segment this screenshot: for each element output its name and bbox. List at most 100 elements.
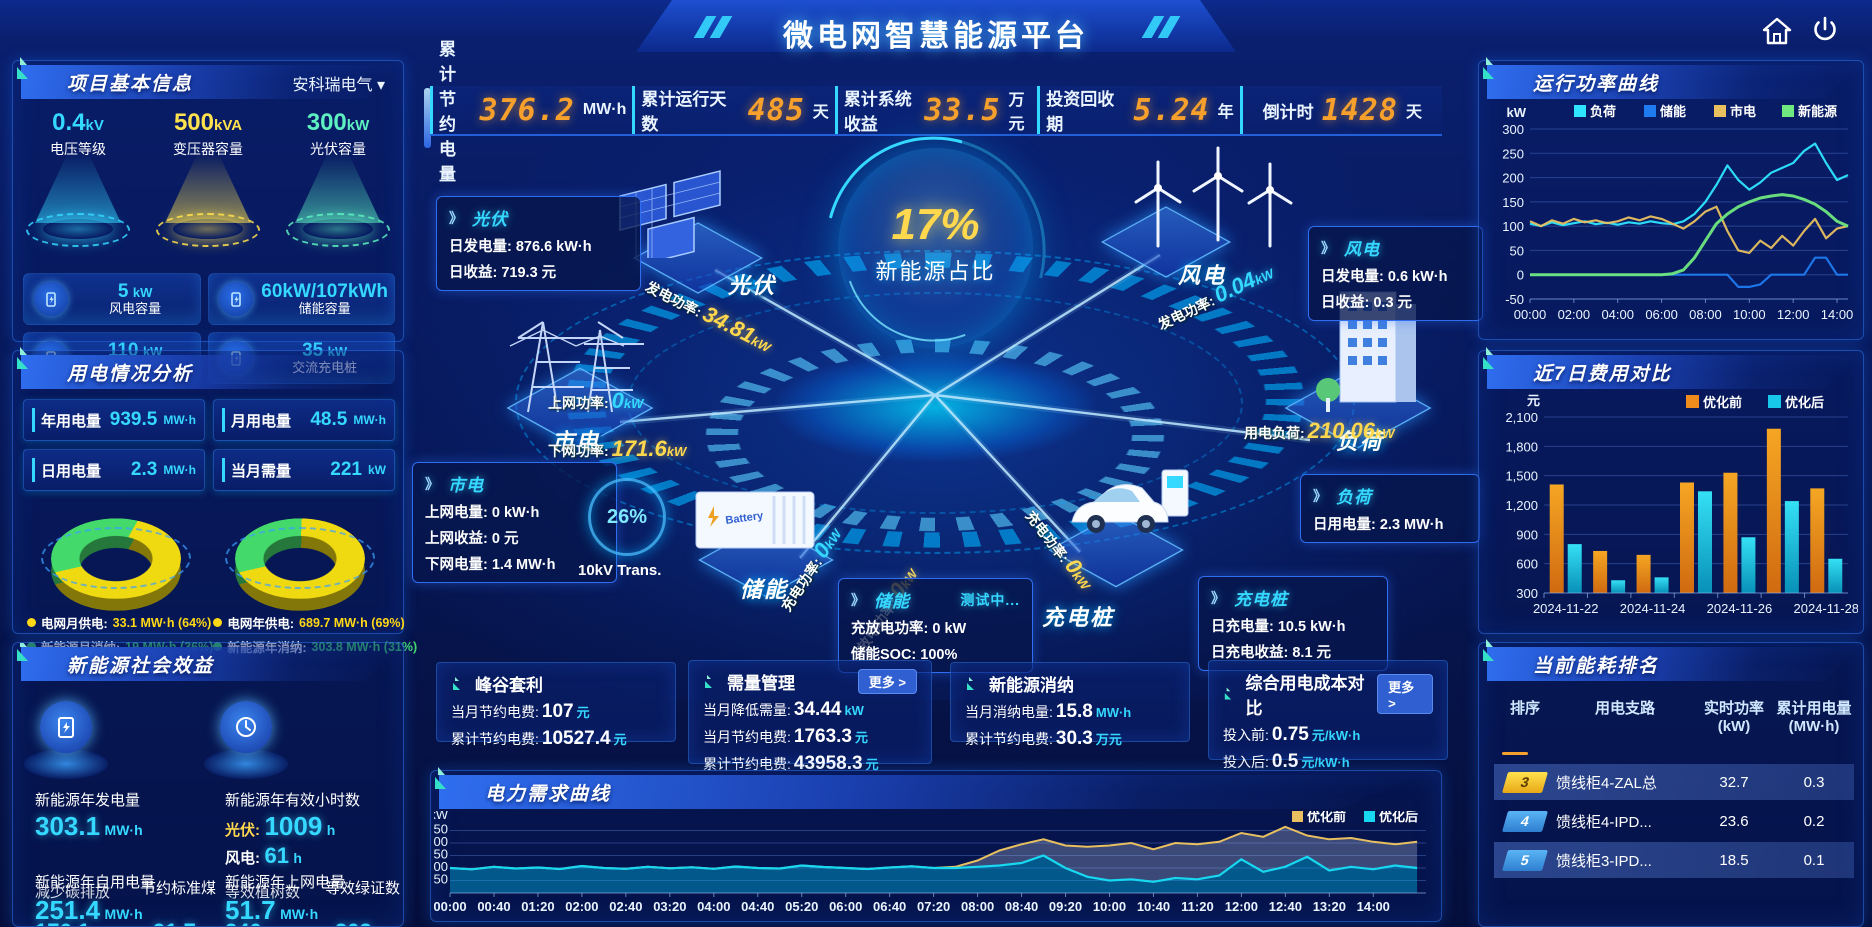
- svg-text:优化前: 优化前: [1703, 395, 1742, 410]
- svg-text:优化前: 优化前: [1307, 811, 1346, 824]
- coal-value: 91.7 t: [153, 919, 205, 926]
- renewable-share-orb: 17% 新能源占比: [838, 148, 1033, 348]
- stat-value: 2.3: [130, 459, 158, 480]
- rank-header-1: 用电支路: [1594, 700, 1655, 717]
- kpi-value: 33.5: [924, 92, 1001, 128]
- node-label-grid: 市电: [552, 429, 601, 454]
- node-label-charger: 充电桩: [1042, 605, 1115, 630]
- transformer-label: 10kV Trans.: [578, 562, 662, 579]
- pv-hours: 光伏: 1009 h: [225, 811, 336, 841]
- panel-corner-icon: [1483, 347, 1494, 369]
- info-box-row: 日收益: 0.3 元: [1321, 295, 1413, 311]
- panel-title: 近7日费用对比: [1533, 364, 1672, 385]
- home-icon[interactable]: [1760, 14, 1794, 48]
- ranking-row-4[interactable]: 4 馈线柜4-IPD... 23.6 0.2: [1494, 803, 1854, 839]
- benefit-row: 当月节约电费: 1763.3 元: [703, 726, 869, 747]
- svg-text:200: 200: [1502, 171, 1524, 186]
- power-stat-3: 当月需量 221 kW: [213, 449, 395, 491]
- legend-value: 33.1 MW·h (64%): [112, 615, 212, 630]
- power-towers-icon: [509, 321, 644, 413]
- benefit-row: 当月降低需量: 34.44 kW: [703, 699, 864, 720]
- info-box-load-box: 》负荷 日用电量: 2.3 MW·h: [1300, 474, 1480, 543]
- kpi-unit: 天: [1405, 104, 1422, 121]
- cone-base-glow: [173, 219, 243, 239]
- svg-text:50: 50: [1510, 243, 1524, 258]
- panel-corner-icon: [17, 347, 28, 369]
- card-text: 60kW/107kWh 储能容量: [261, 281, 388, 318]
- svg-text:2024-11-26: 2024-11-26: [1707, 601, 1773, 616]
- benefit-row: 当月节约电费: 107 元: [451, 701, 590, 722]
- power-stat-0: 年用电量 939.5 MW·h: [23, 399, 205, 441]
- cone-label: 光伏容量: [310, 141, 366, 157]
- svg-text:09:20: 09:20: [1049, 899, 1082, 914]
- power-stat-1: 月用电量 48.5 MW·h: [213, 399, 395, 441]
- ranking-table-rows: 3 馈线柜4-ZAL总 32.7 0.3 4 馈线柜4-IPD... 23.6 0.2 5 馈线柜…: [1494, 764, 1854, 882]
- cone-base: [156, 213, 260, 247]
- node-label-wind: 风电: [1178, 263, 1227, 288]
- info-box-status: 测试中...: [960, 591, 1020, 608]
- svg-text:kW: kW: [434, 811, 449, 822]
- tree-label: 等效植树数: [225, 884, 301, 901]
- svg-text:00:00: 00:00: [434, 899, 467, 914]
- demand-chart: kW 50100150200250 00:00 00:40 01:20 02:00 02:4…: [434, 811, 1426, 914]
- legend-item-1: 电网年供电: 689.7 MW·h (69%): [213, 613, 417, 632]
- card-value: 60kW/107kWh: [261, 280, 388, 302]
- capacity-cone-0: 0.4kV 电压等级: [13, 109, 143, 269]
- more-button[interactable]: 更多 >: [1377, 674, 1433, 714]
- info-box-wind-box: 》风电 日发电量: 0.6 kW·h 日收益: 0.3 元: [1308, 226, 1483, 321]
- svg-text:负荷: 负荷: [1590, 104, 1616, 119]
- total-energy: 0.2: [1803, 812, 1825, 830]
- capacity-card-1[interactable]: 60kW/107kWh 储能容量: [208, 273, 395, 325]
- info-box-title: 》充电桩: [1211, 589, 1288, 610]
- panel-corner-icon: [17, 57, 28, 79]
- info-box-row: 日充电收益: 8.1 元: [1211, 645, 1332, 661]
- card-label: 风电容量: [109, 301, 162, 317]
- info-box-row: 下网电量: 1.4 MW·h: [425, 557, 556, 573]
- cone-base-glow: [303, 219, 373, 239]
- hours-label: 新能源年有效小时数: [225, 792, 361, 809]
- panel-social-benefit: 新能源社会效益 新能源年发电量 303.1 MW·h 新能源年有效小时数 光伏:…: [12, 642, 404, 927]
- rank-header-3: 累计用电量 (MW·h): [1776, 700, 1852, 735]
- card-label: 储能容量: [298, 301, 351, 317]
- legend-item-0: 电网月供电: 33.1 MW·h (64%): [27, 613, 213, 632]
- ranking-row-6[interactable]: 6馈线柜6-IPD22.70.1: [1494, 881, 1854, 882]
- kpi-unit: 年: [1217, 104, 1234, 121]
- more-button[interactable]: 更多 >: [857, 669, 917, 694]
- flow-load-power: 用电负荷: 210.06kW: [1244, 418, 1395, 443]
- svg-text:00:40: 00:40: [477, 899, 510, 914]
- card-value: 5 kW: [117, 280, 153, 302]
- stat-accent-bar: [222, 408, 225, 432]
- power-icon[interactable]: [1808, 14, 1842, 48]
- stat-unit: kW: [368, 463, 386, 477]
- info-box-row: 日收益: 719.3 元: [449, 265, 557, 281]
- legend-dot: [213, 618, 223, 627]
- svg-text:12:00: 12:00: [1777, 307, 1810, 322]
- company-dropdown[interactable]: 安科瑞电气 ▾: [292, 77, 386, 94]
- power-stat-2: 日用电量 2.3 MW·h: [23, 449, 205, 491]
- info-box-row: 日用电量: 2.3 MW·h: [1313, 517, 1444, 533]
- rank-badge: 4: [1501, 810, 1549, 832]
- svg-text:2,100: 2,100: [1505, 410, 1538, 425]
- ranking-row-5[interactable]: 5 馈线柜3-IPD... 18.5 0.1: [1494, 842, 1854, 878]
- svg-text:03:20: 03:20: [653, 899, 686, 914]
- svg-text:元: 元: [1527, 393, 1540, 408]
- stat-accent-bar: [32, 458, 35, 482]
- co2-value: 176.1 t: [35, 919, 99, 926]
- gen-value: 303.1 MW·h: [35, 811, 143, 841]
- svg-text:100: 100: [1502, 219, 1524, 234]
- battery-icon: [219, 282, 254, 316]
- benefit-box-cost-compare: 综合用电成本对比 更多 > 投入前: 0.75 元/kW·h 投入后: 0.5 元/kW·h: [1208, 660, 1448, 772]
- svg-text:02:00: 02:00: [1558, 307, 1591, 322]
- cone-base: [286, 213, 390, 247]
- svg-text:12:40: 12:40: [1269, 899, 1302, 914]
- svg-text:14:00: 14:00: [1357, 899, 1390, 914]
- legend-dot: [27, 618, 36, 627]
- renewable-share-percent: 17%: [891, 200, 980, 249]
- capacity-card-0[interactable]: 5 kW 风电容量: [23, 273, 202, 325]
- ranking-row-3[interactable]: 3 馈线柜4-ZAL总 32.7 0.3: [1494, 764, 1854, 800]
- info-box-row: 储能SOC: 100%: [851, 647, 958, 663]
- svg-text:00:00: 00:00: [1514, 307, 1547, 322]
- ranking-scroll-indicator[interactable]: [1502, 752, 1528, 755]
- svg-text:02:00: 02:00: [565, 899, 598, 914]
- svg-text:07:20: 07:20: [917, 899, 950, 914]
